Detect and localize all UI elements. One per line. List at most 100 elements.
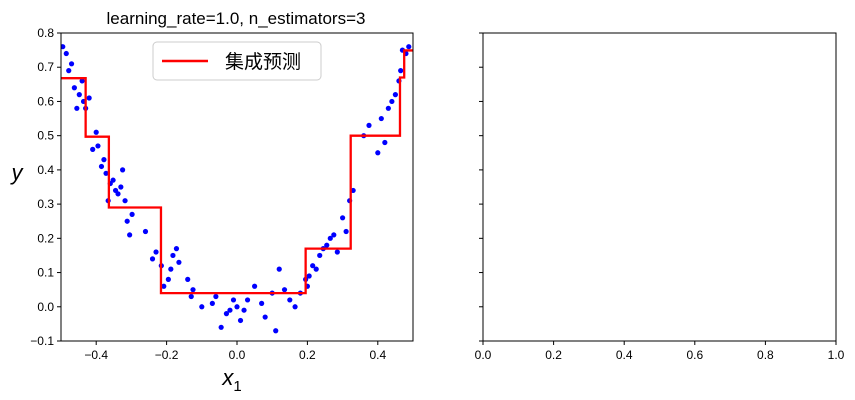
left-chart-title: learning_rate=1.0, n_estimators=3 (107, 9, 366, 28)
x-tick-label: −0.2 (155, 348, 179, 362)
data-point (375, 150, 381, 156)
data-point (127, 232, 133, 238)
data-point (324, 242, 330, 248)
data-point (366, 122, 372, 128)
data-point (218, 324, 224, 330)
data-point (276, 266, 282, 272)
left-axes: learning_rate=1.0, n_estimators=3 −0.4 −0… (10, 9, 414, 395)
legend-label: 集成预测 (225, 51, 301, 73)
data-point (287, 297, 293, 303)
data-point (223, 311, 230, 317)
left-x-ticks: −0.4 −0.2 0.0 0.2 0.4 (84, 341, 386, 362)
data-point (93, 129, 99, 135)
data-point (230, 297, 237, 303)
data-point (118, 184, 124, 190)
data-point (234, 304, 240, 310)
data-point (165, 276, 171, 282)
data-point (406, 44, 412, 50)
data-point (378, 115, 384, 122)
data-point (168, 266, 174, 272)
data-point (281, 287, 288, 293)
y-tick-label: 0.7 (37, 60, 54, 74)
y-tick-label: 0.2 (37, 231, 54, 245)
y-tick-label: 0.0 (37, 300, 54, 314)
y-tick-label: 0.6 (37, 94, 54, 108)
data-point (310, 263, 316, 269)
left-x-axis-label-subscript: 1 (233, 378, 241, 395)
x-tick-label: 0.0 (229, 348, 246, 362)
right-axes: 0.0 0.2 0.4 0.6 0.8 1.0 (475, 32, 845, 362)
data-point (90, 146, 96, 152)
data-point (244, 297, 251, 303)
data-point (110, 177, 116, 183)
data-point (252, 283, 258, 289)
data-point (382, 139, 388, 146)
x-tick-label: −0.4 (84, 348, 108, 362)
legend-box (152, 41, 322, 81)
x-tick-label: 0.8 (757, 348, 774, 362)
data-point (327, 235, 333, 241)
data-point (173, 246, 180, 252)
data-point (209, 300, 215, 306)
data-point (66, 68, 72, 74)
data-point (331, 232, 337, 238)
data-point (76, 92, 82, 98)
data-point (188, 293, 194, 300)
data-point (306, 273, 312, 279)
data-point (103, 170, 109, 176)
left-x-axis-label-main: x (221, 365, 234, 390)
x-tick-label: 1.0 (828, 348, 845, 362)
data-point (237, 317, 244, 324)
data-point (292, 304, 298, 310)
data-point (61, 44, 66, 50)
data-point (98, 163, 105, 170)
y-tick-label: 0.5 (37, 129, 54, 143)
data-point (343, 228, 349, 235)
data-point (120, 167, 126, 173)
data-point (190, 287, 196, 293)
data-point (74, 105, 80, 111)
data-point (79, 78, 85, 84)
data-point (227, 307, 233, 313)
data-point (273, 328, 279, 334)
data-point (63, 50, 69, 57)
data-point (122, 198, 128, 204)
data-point (392, 92, 398, 98)
data-point (340, 215, 346, 221)
data-point (389, 98, 395, 105)
x-tick-label: 0.2 (299, 348, 316, 362)
x-tick-label: 0.4 (369, 348, 386, 362)
right-axes-frame (482, 32, 837, 342)
data-point (199, 304, 205, 310)
data-point (149, 256, 156, 262)
data-point (95, 143, 101, 149)
data-point (142, 228, 149, 235)
y-tick-label: 0.3 (37, 197, 54, 211)
data-point (241, 307, 247, 313)
data-point (350, 187, 356, 194)
y-tick-label: 0.8 (37, 26, 54, 40)
data-point (115, 191, 121, 197)
y-tick-label: 0.1 (37, 266, 54, 280)
x-tick-label: 0.6 (686, 348, 703, 362)
x-tick-label: 0.2 (545, 348, 562, 362)
data-point (71, 85, 77, 91)
data-point (86, 95, 92, 101)
left-data-layer (61, 44, 413, 334)
data-point (185, 276, 191, 282)
x-tick-label: 0.4 (616, 348, 633, 362)
right-x-ticks: 0.0 0.2 0.4 0.6 0.8 1.0 (475, 341, 845, 362)
data-point (161, 283, 167, 289)
left-y-ticks: −0.1 0.0 0.1 0.2 0.3 0.4 0.5 0.6 0.7 0.8 (30, 26, 61, 348)
data-point (313, 266, 319, 272)
data-point (101, 157, 107, 163)
data-point (153, 249, 159, 255)
y-tick-label: −0.1 (30, 334, 54, 348)
right-y-ticks (479, 32, 483, 342)
data-point (259, 300, 265, 306)
left-x-axis-label: x1 (221, 365, 241, 395)
data-point (176, 259, 182, 265)
data-point (317, 252, 323, 259)
